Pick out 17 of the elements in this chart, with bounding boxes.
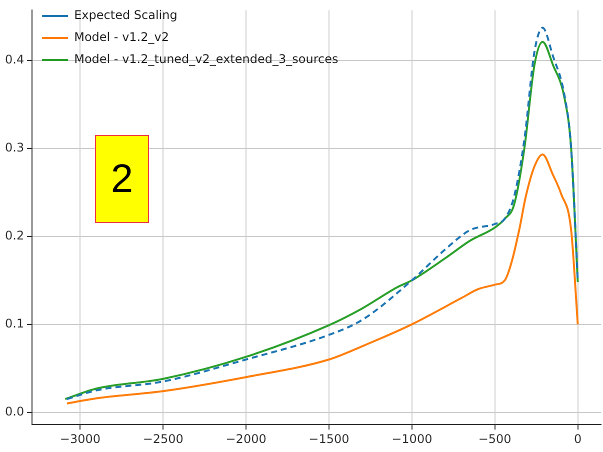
legend-label: Model - v1.2_v2 [74,30,170,44]
legend-label: Expected Scaling [74,8,178,22]
x-tick-label: −1000 [392,432,432,446]
line-series [66,153,579,404]
y-tick-label: 0.3 [4,140,24,154]
x-tick-label: −2500 [142,432,184,446]
x-tick-label: 0 [574,432,582,446]
x-tick-label: −1500 [308,432,350,446]
x-tick-label: −2000 [226,432,266,446]
y-tick-label: 0.1 [4,316,24,330]
legend-label: Model - v1.2_tuned_v2_extended_3_sources [74,52,338,66]
y-tick-label: 0.4 [4,52,24,66]
annotation: 2 [95,135,149,223]
y-tick-label: 0.0 [4,404,24,418]
x-tick-label: −500 [478,432,512,446]
y-tick-label: 0.2 [4,228,24,242]
x-tick-label: −3000 [60,432,100,446]
